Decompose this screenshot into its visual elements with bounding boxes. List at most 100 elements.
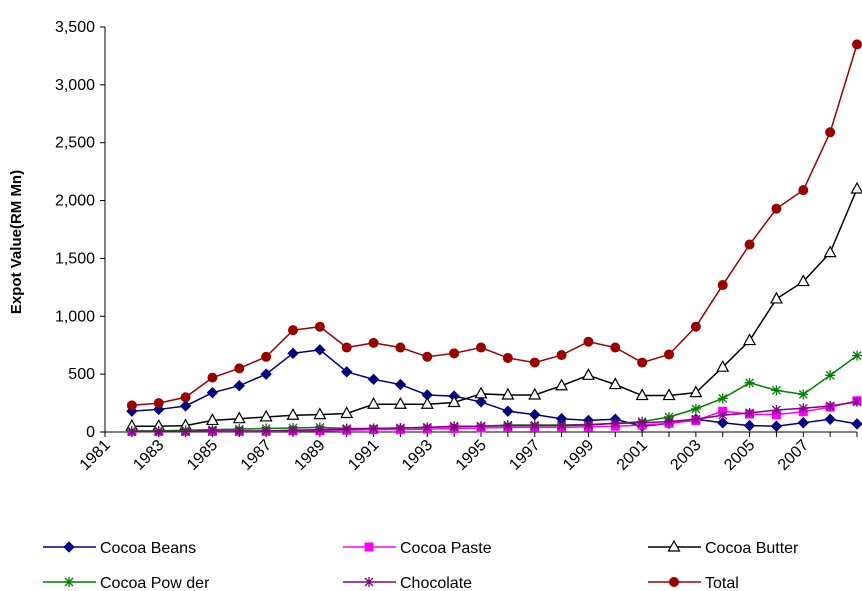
data-point [798,185,809,196]
x-tick-label: 1981 [77,437,114,474]
data-point [637,417,647,428]
x-tick-label: 1991 [345,437,382,474]
data-point [743,333,757,346]
data-point [393,396,407,409]
x-tick-label: 2005 [721,437,758,474]
data-point [744,377,755,388]
data-point [771,405,781,416]
data-point [637,357,648,368]
data-point [422,351,433,362]
x-tick-label: 2001 [614,437,651,474]
data-point [341,366,353,378]
data-point [126,400,137,411]
data-point [502,405,514,417]
data-point [340,406,354,419]
data-point [530,420,540,431]
data-point [690,403,701,414]
data-point [179,400,192,412]
data-point [205,413,219,426]
data-point [261,351,272,362]
data-point [288,325,298,336]
data-point [395,422,405,433]
data-point [127,426,137,437]
data-point [233,380,245,392]
legend-item-cocoa-pow-der: Cocoa Pow der [43,575,210,591]
data-point [232,411,246,424]
data-point [502,352,513,363]
x-tick-label: 2007 [775,437,812,474]
data-point [261,425,271,436]
data-point [769,291,783,304]
series-line [131,349,858,427]
data-point [449,348,460,359]
data-point [474,386,488,399]
data-point [181,426,191,437]
data-point [796,274,810,287]
data-point [395,342,406,353]
legend-label: Chocolate [400,575,472,591]
data-point [449,421,459,432]
data-point [825,400,835,411]
y-tick-label: 1,000 [55,308,95,325]
data-point [555,378,569,391]
data-point [745,407,755,418]
legend-marker [64,577,74,587]
data-point [744,239,755,250]
data-point [342,424,352,435]
legend: Cocoa Beans Cocoa Paste Cocoa Butter Cocoa … [43,539,799,591]
legend-item-cocoa-paste: Cocoa Paste [343,540,492,557]
data-point [664,349,674,360]
data-point [557,420,567,431]
y-tick-label: 500 [68,366,95,383]
data-point [743,419,756,432]
data-point [153,398,164,409]
y-tick-label: 2,000 [55,193,95,210]
data-point [313,407,327,420]
data-point [664,416,674,427]
data-point [690,321,701,332]
x-tick-label: 1999 [560,437,597,474]
data-point [852,396,862,407]
data-point [716,359,730,372]
data-point [608,377,622,390]
legend-item-cocoa-beans: Cocoa Beans [43,540,196,557]
legend-item-cocoa-butter: Cocoa Butter [648,539,799,557]
data-point [260,368,272,380]
data-point [476,342,486,353]
legend-label: Cocoa Beans [100,540,196,557]
data-point [691,414,701,425]
data-point [529,408,541,421]
data-point [315,424,325,435]
legend-label: Cocoa Pow der [100,575,210,591]
x-tick-label: 1989 [291,437,328,474]
data-point [422,422,432,433]
y-tick-label: 0 [86,424,95,441]
data-point [581,368,595,380]
data-point [259,409,273,422]
data-point [771,385,782,396]
legend-label: Cocoa Paste [400,540,492,557]
x-tick-label: 1997 [506,437,543,474]
legend-marker [667,539,681,552]
data-point [689,385,703,398]
data-point [717,393,728,404]
data-point [717,417,729,429]
legend-label: Total [705,575,739,591]
data-point [852,39,862,50]
data-point [662,388,676,401]
data-point [825,127,836,138]
data-point [234,425,244,436]
data-point [503,420,513,431]
data-point [610,418,620,429]
x-tick-label: 2003 [667,437,704,474]
legend-marker [364,542,374,552]
data-point [850,181,862,194]
series-total [126,39,862,411]
x-tick-label: 1985 [184,437,221,474]
data-point [851,418,862,430]
data-point [610,342,621,353]
x-ticks: 1981 1983 1985 1987 1989 1991 1993 1995 1997 1999… [77,432,858,474]
axes [104,27,857,433]
data-point [556,350,567,361]
